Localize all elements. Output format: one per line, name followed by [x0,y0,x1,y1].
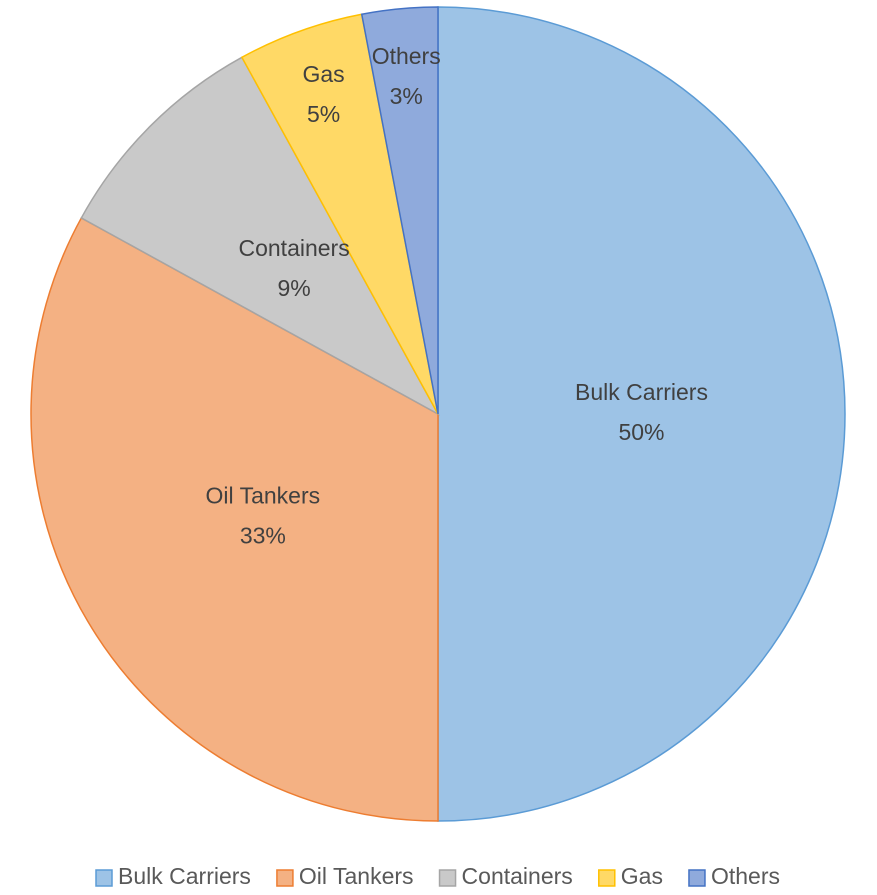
data-label-name: Others [372,43,441,69]
data-label-name: Oil Tankers [206,483,321,509]
data-label-value: 33% [240,523,286,549]
data-label-value: 9% [277,275,310,301]
pie-slice [437,6,846,822]
legend-swatch [95,869,113,887]
legend-label: Bulk Carriers [118,863,251,889]
data-label-name: Bulk Carriers [575,379,708,405]
legend-label: Gas [621,863,663,889]
legend-swatch [598,869,616,887]
legend-label: Containers [462,863,573,889]
legend-label: Oil Tankers [299,863,414,889]
data-label-value: 3% [390,83,423,109]
legend-swatch [438,869,457,887]
pie-slice [360,6,439,415]
data-label-name: Gas [302,61,344,87]
legend-swatch [276,869,294,887]
pie-slice [80,56,440,416]
data-label-value: 5% [307,101,340,127]
data-label-name: Containers [238,235,349,261]
data-label-value: 50% [618,419,664,445]
legend-label: Others [711,863,780,889]
legend-swatch [688,869,706,887]
pie-slice [30,216,439,822]
